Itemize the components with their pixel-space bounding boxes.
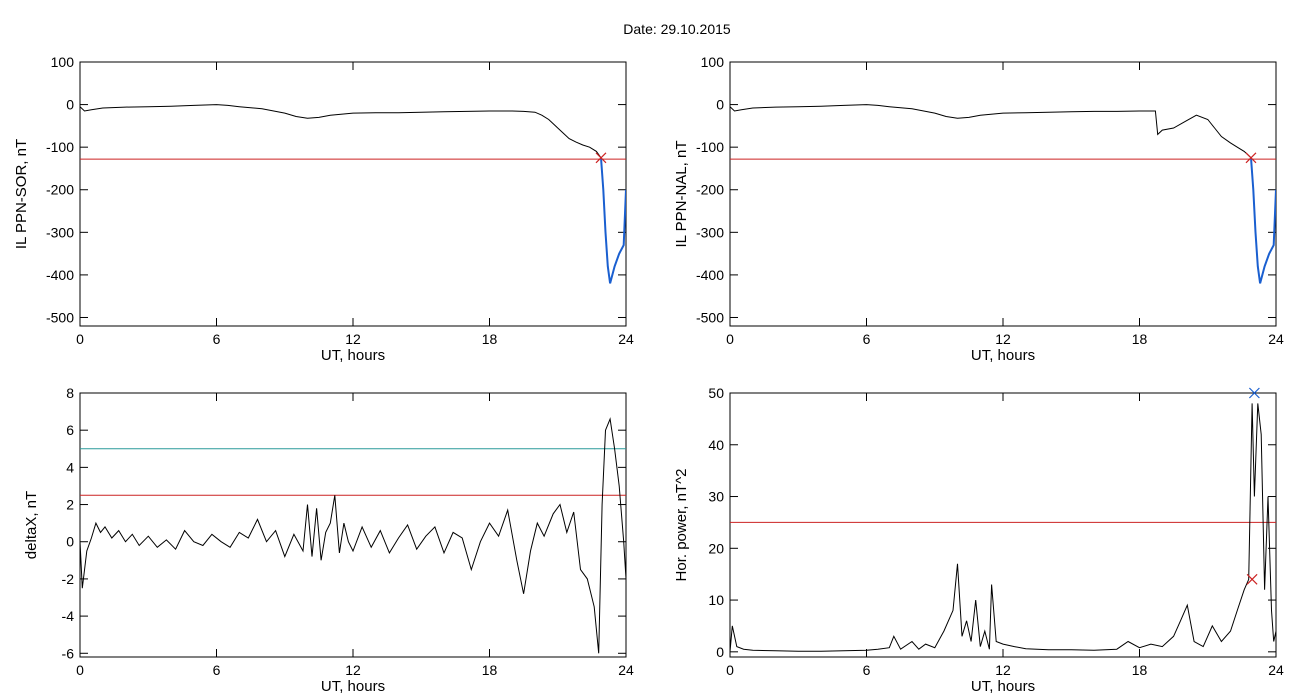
y-tick-label: 100 [701, 54, 725, 70]
y-tick-label: -100 [46, 139, 74, 155]
x-axis-label: UT, hours [971, 347, 1035, 364]
plot-frame [79, 392, 627, 658]
x-marker-stroke [1245, 152, 1257, 164]
x-axis-label: UT, hours [971, 678, 1035, 695]
x-tick-label: 12 [345, 662, 361, 678]
x-marker [1245, 152, 1257, 164]
y-tick-label: 100 [51, 54, 75, 70]
y-axis-label: IL PPN-SOR, nT [13, 139, 30, 249]
x-tick-label: 24 [1268, 662, 1284, 678]
x-tick-label: 12 [995, 331, 1011, 347]
plot-area [80, 417, 626, 654]
chart-panel-1: 0 6 12 18 24 100 0 -100 -200 -300 -400 -500 UT, hour… [13, 54, 634, 364]
y-tick-label: -300 [46, 224, 74, 240]
plot-area [730, 104, 1276, 284]
x-tick-label: 18 [482, 331, 498, 347]
y-tick-label: -6 [62, 645, 75, 661]
y-tick-label: -200 [46, 182, 74, 198]
y-tick-label: 30 [708, 489, 724, 505]
x-tick-label: 0 [726, 662, 734, 678]
series-line-1 [80, 104, 602, 159]
plot-frame [729, 392, 1277, 658]
x-tick-label: 18 [1132, 331, 1148, 347]
y-axis-label: IL PPN-NAL, nT [673, 141, 690, 248]
x-tick-label: 18 [1132, 662, 1148, 678]
y-tick-label: 4 [66, 459, 74, 475]
x-marker-stroke [1248, 387, 1260, 399]
series-line-2 [600, 157, 626, 284]
x-marker [595, 152, 607, 164]
y-tick-label: 40 [708, 437, 724, 453]
y-tick-label: -100 [696, 139, 724, 155]
y-tick-label: -2 [62, 571, 75, 587]
series-line-1 [80, 417, 626, 654]
y-tick-label: -400 [696, 267, 724, 283]
series-line-1 [730, 403, 1276, 652]
x-axis-label: UT, hours [321, 678, 385, 695]
x-tick-label: 0 [76, 662, 84, 678]
x-tick-label: 24 [618, 331, 634, 347]
x-marker [1246, 573, 1258, 585]
y-tick-label: 10 [708, 592, 724, 608]
plot-area [80, 104, 626, 284]
plot-area [730, 403, 1276, 652]
y-axis-label: deltaX, nT [23, 491, 40, 559]
x-marker [1248, 387, 1260, 399]
plot-frame [79, 61, 627, 327]
x-tick-label: 24 [618, 662, 634, 678]
x-axis-label: UT, hours [321, 347, 385, 364]
chart-panel-3: 0 6 12 18 24 8 6 4 2 0 -2 -4 -6 UT, hours deltaX, nT [23, 385, 634, 695]
series-line-1 [730, 104, 1252, 159]
chart-panel-4: 0 6 12 18 24 50 40 30 20 10 0 UT, hours Hor. power, … [673, 385, 1284, 695]
y-tick-label: 6 [66, 422, 74, 438]
y-axis-label: Hor. power, nT^2 [673, 469, 690, 582]
x-tick-label: 24 [1268, 331, 1284, 347]
y-tick-label: 0 [716, 97, 724, 113]
x-tick-label: 0 [726, 331, 734, 347]
series-line-2 [1250, 157, 1276, 284]
y-tick-label: -4 [62, 608, 75, 624]
plot-frame [729, 61, 1277, 327]
x-tick-label: 6 [213, 662, 221, 678]
x-tick-label: 18 [482, 662, 498, 678]
x-tick-label: 6 [213, 331, 221, 347]
y-tick-label: -300 [696, 224, 724, 240]
x-tick-label: 12 [995, 662, 1011, 678]
x-tick-label: 0 [76, 331, 84, 347]
y-tick-label: 8 [66, 385, 74, 401]
x-tick-label: 6 [863, 331, 871, 347]
figure-title: Date: 29.10.2015 [623, 21, 731, 37]
y-tick-label: -400 [46, 267, 74, 283]
y-tick-label: -500 [46, 309, 74, 325]
y-tick-label: 50 [708, 385, 724, 401]
y-tick-label: 0 [716, 644, 724, 660]
x-tick-label: 6 [863, 662, 871, 678]
chart-panel-2: 0 6 12 18 24 100 0 -100 -200 -300 -400 -500 UT, hour… [673, 54, 1284, 364]
x-marker-stroke [595, 152, 607, 164]
y-tick-label: 0 [66, 97, 74, 113]
y-tick-label: 20 [708, 540, 724, 556]
y-tick-label: -200 [696, 182, 724, 198]
x-tick-label: 12 [345, 331, 361, 347]
x-marker-stroke [1246, 573, 1258, 585]
y-tick-label: -500 [696, 309, 724, 325]
y-tick-label: 2 [66, 497, 74, 513]
y-tick-label: 0 [66, 534, 74, 550]
